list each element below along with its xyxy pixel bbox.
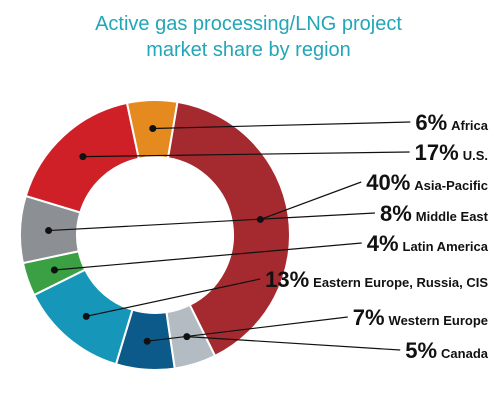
leader-dot-canada [183, 333, 191, 341]
legend-entry-asia-pacific: 40% Asia-Pacific [366, 170, 488, 195]
data-label-canada: 5% Canada [405, 338, 489, 363]
data-label-percent: 17% [415, 140, 459, 165]
data-label-percent: 7% [353, 305, 385, 330]
data-label-eastern-europe-russia-cis: 13% Eastern Europe, Russia, CIS [265, 267, 488, 292]
legend-entry-africa: 6% Africa [415, 110, 488, 135]
slice-asia-pacific [166, 100, 291, 358]
leader-line-africa [152, 121, 411, 130]
legend-entry-western-europe: 7% Western Europe [353, 305, 488, 330]
leader-line-middle-east [48, 212, 375, 232]
legend-entry-latin-america: 4% Latin America [367, 231, 489, 256]
data-label-percent: 8% [380, 201, 412, 226]
data-label-africa: 6% Africa [415, 110, 488, 135]
chart-title-line-2: market share by region [146, 39, 351, 61]
leader-line-latin-america [54, 242, 362, 271]
leader-dot-middle-east [45, 227, 53, 235]
data-label-region: U.S. [463, 148, 488, 163]
data-label-region: Latin America [403, 239, 489, 254]
leader-dot-africa [149, 125, 157, 133]
data-label-region: Western Europe [389, 313, 488, 328]
data-label-percent: 6% [415, 110, 447, 135]
legend-entry-middle-east: 8% Middle East [380, 201, 489, 226]
leader-line-western-europe [147, 316, 348, 342]
data-label-region: Africa [451, 118, 489, 133]
leader-line-asia-pacific [260, 181, 362, 221]
legend-entry-eastern-europe-russia-cis: 13% Eastern Europe, Russia, CIS [265, 267, 488, 292]
leader-dot-latin-america [50, 266, 58, 274]
data-label-u-s: 17% U.S. [415, 140, 488, 165]
legend-entry-canada: 5% Canada [405, 338, 489, 363]
data-label-asia-pacific: 40% Asia-Pacific [366, 170, 488, 195]
data-label-region: Canada [441, 346, 489, 361]
data-label-western-europe: 7% Western Europe [353, 305, 488, 330]
data-label-latin-america: 4% Latin America [367, 231, 489, 256]
data-label-region: Eastern Europe, Russia, CIS [313, 275, 488, 290]
chart-title-line-1: Active gas processing/LNG project [95, 13, 402, 35]
data-label-region: Middle East [416, 209, 489, 224]
leader-line-eastern-europe-russia-cis [86, 278, 261, 317]
data-label-percent: 5% [405, 338, 437, 363]
data-label-percent: 40% [366, 170, 410, 195]
data-label-percent: 13% [265, 267, 309, 292]
leader-line-canada [186, 336, 401, 351]
leader-dot-u-s [79, 153, 87, 161]
legend-entry-u-s: 17% U.S. [415, 140, 488, 165]
leader-dot-western-europe [143, 337, 151, 345]
data-label-percent: 4% [367, 231, 399, 256]
leader-line-u-s [82, 151, 410, 158]
data-label-region: Asia-Pacific [414, 178, 488, 193]
leader-dot-eastern-europe-russia-cis [82, 312, 90, 320]
data-label-middle-east: 8% Middle East [380, 201, 489, 226]
